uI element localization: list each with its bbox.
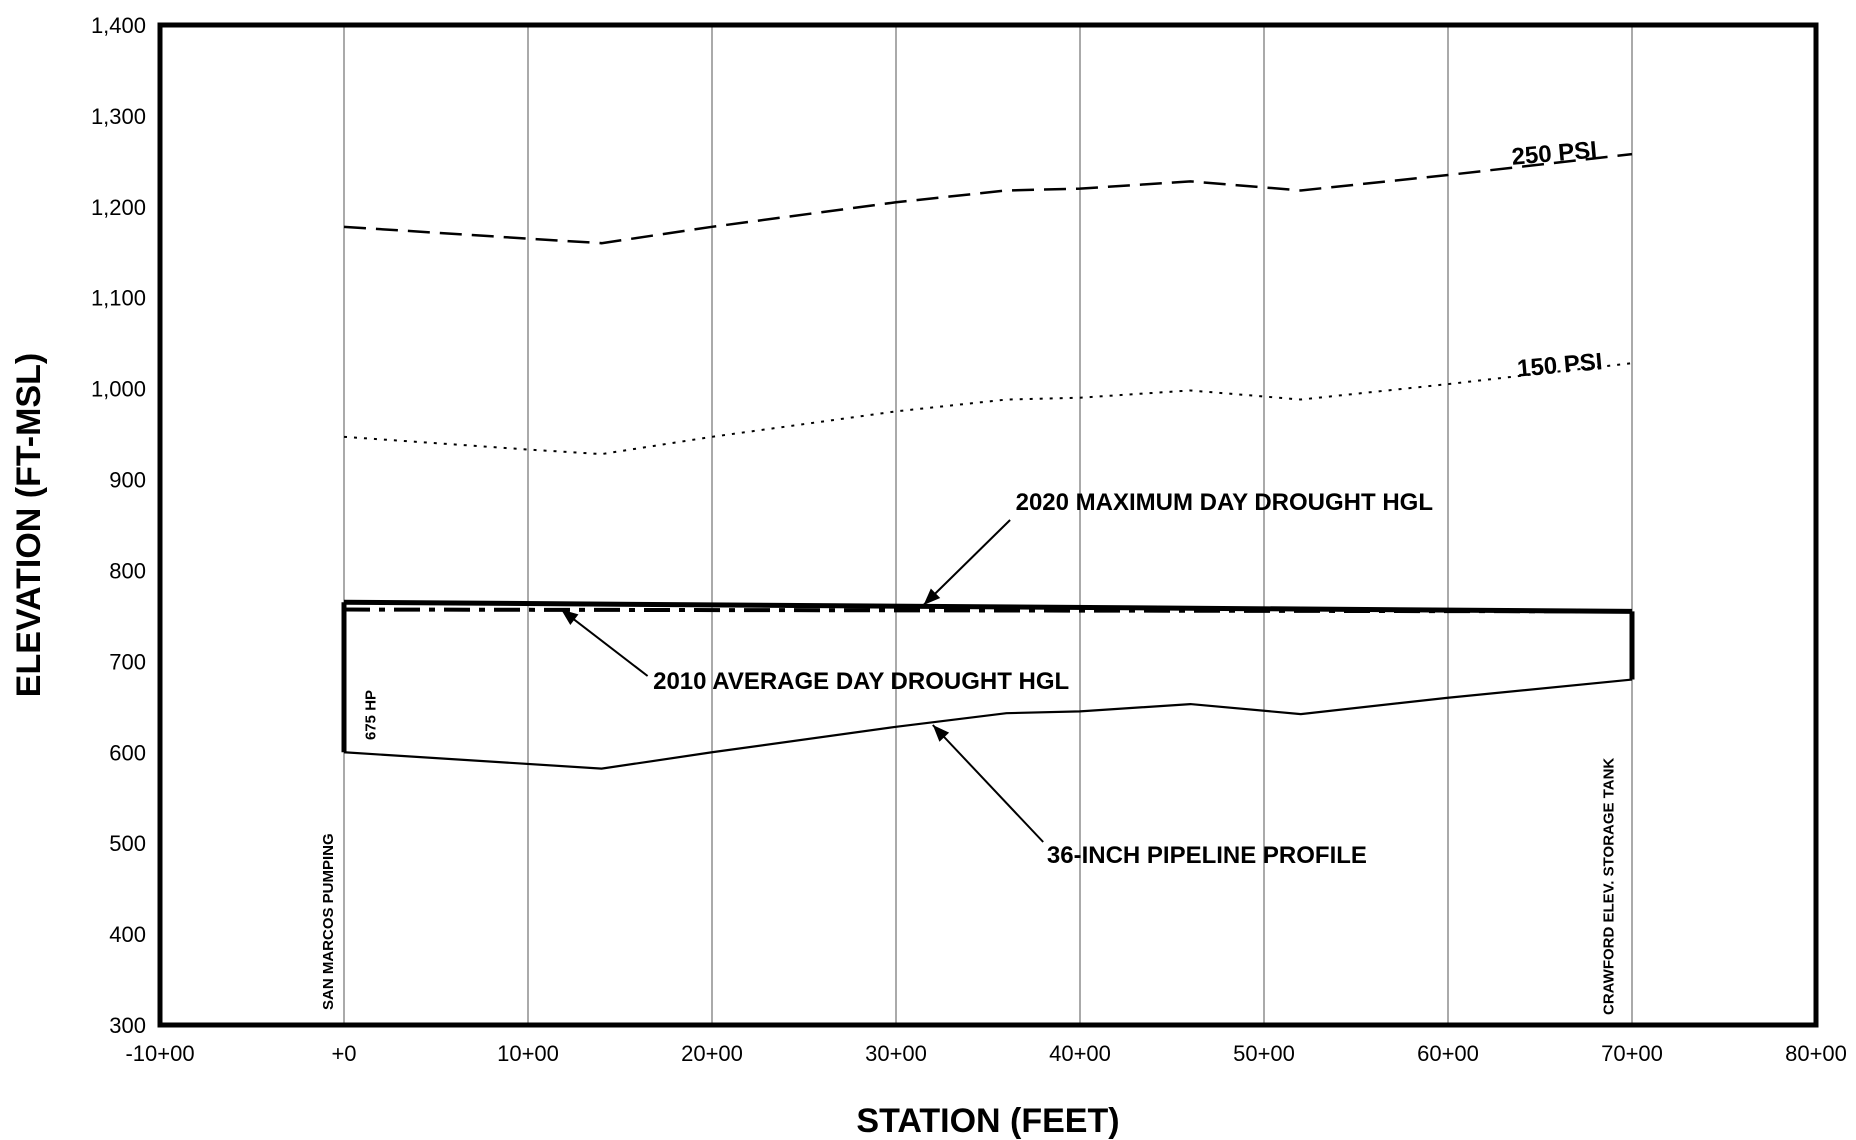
- y-tick-label: 1,200: [91, 195, 146, 220]
- y-tick-label: 800: [109, 558, 146, 583]
- arrow-2010-hgl: [560, 608, 649, 677]
- x-axis-title: STATION (FEET): [856, 1102, 1119, 1140]
- series-line-dashed: [343, 152, 1633, 245]
- label-2020-hgl: 2020 MAXIMUM DAY DROUGHT HGL: [1016, 489, 1433, 516]
- gridlines: [343, 25, 1633, 1025]
- label-150-psi: 150 PSI: [1516, 348, 1603, 382]
- x-tick-label: +0: [331, 1041, 356, 1066]
- x-tick-label: 50+00: [1233, 1041, 1295, 1066]
- label-pump-station: SAN MARCOS PUMPING: [320, 833, 337, 1010]
- y-tick-label: 400: [109, 922, 146, 947]
- series-line-dash-dot: [343, 607, 1633, 614]
- y-tick-label: 300: [109, 1013, 146, 1038]
- x-tick-label: 60+00: [1417, 1041, 1479, 1066]
- y-tick-label: 1,400: [91, 13, 146, 38]
- series-line-dotted: [343, 362, 1633, 456]
- y-tick-label: 900: [109, 468, 146, 493]
- series-line-solid-thick: [343, 599, 1633, 614]
- arrow-2020-hgl-head: [923, 588, 941, 605]
- y-tick-label: 1,000: [91, 377, 146, 402]
- y-tick-label: 500: [109, 831, 146, 856]
- annotations: 250 PSI 150 PSI 2020 MAXIMUM DAY DROUGHT H…: [320, 136, 1618, 1015]
- x-tick-label: 70+00: [1601, 1041, 1663, 1066]
- x-tick-label: -10+00: [125, 1041, 194, 1066]
- label-pipeline: 36-INCH PIPELINE PROFILE: [1047, 842, 1367, 869]
- series-layer: [341, 152, 1635, 770]
- x-tick-label: 30+00: [865, 1041, 927, 1066]
- y-tick-label: 700: [109, 649, 146, 674]
- plot-area-frame: [157, 22, 1819, 1028]
- y-tick-label: 600: [109, 740, 146, 765]
- arrow-2010-hgl-head: [561, 609, 579, 626]
- y-tick-label: 1,300: [91, 104, 146, 129]
- label-250-psi: 250 PSI: [1511, 136, 1598, 170]
- series-line-solid: [343, 678, 1633, 770]
- x-tick-label: 40+00: [1049, 1041, 1111, 1066]
- arrow-pipeline-head: [932, 725, 950, 742]
- label-storage-tank: CRAWFORD ELEV. STORAGE TANK: [1601, 758, 1618, 1015]
- arrow-2020-hgl: [922, 519, 1011, 606]
- label-pump-hp: 675 HP: [362, 690, 379, 740]
- y-axis-title: ELEVATION (FT-MSL): [10, 353, 48, 697]
- x-tick-label: 80+00: [1785, 1041, 1847, 1066]
- tick-labels: -10+00 +0 10+00 20+00 30+00 40+00 50+00 60+00 70…: [91, 13, 1847, 1066]
- x-tick-label: 20+00: [681, 1041, 743, 1066]
- arrow-pipeline: [932, 724, 1044, 843]
- y-tick-label: 1,100: [91, 286, 146, 311]
- x-tick-label: 10+00: [497, 1041, 559, 1066]
- label-2010-hgl: 2010 AVERAGE DAY DROUGHT HGL: [653, 668, 1069, 695]
